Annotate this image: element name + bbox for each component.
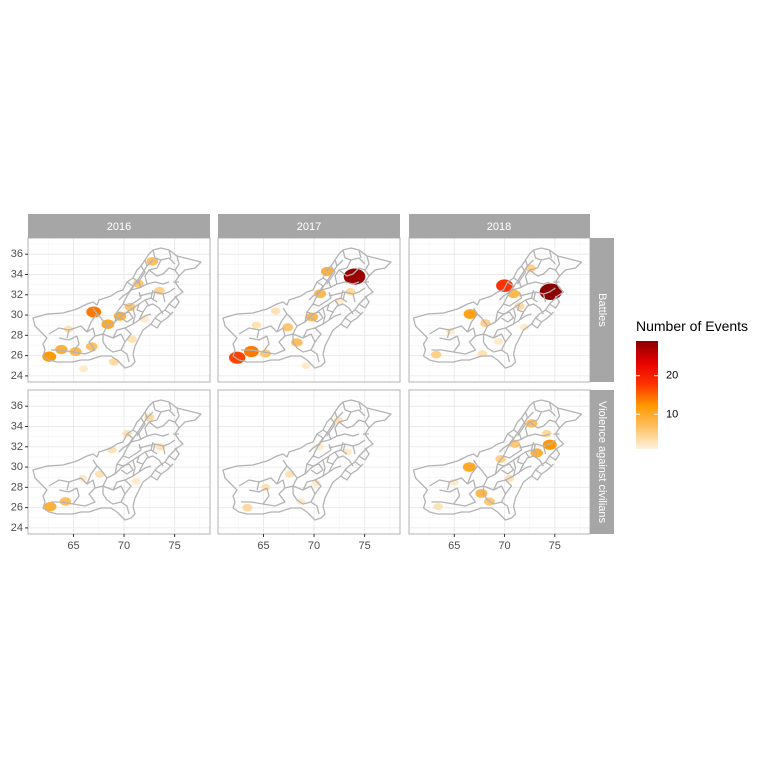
y-tick-label: 24	[11, 522, 23, 534]
district-fill	[282, 323, 294, 332]
strip-label-2016: 2016	[107, 221, 131, 233]
district-fill	[131, 477, 141, 485]
strip-violence-against-civilians	[590, 390, 614, 534]
y-tick-label: 36	[11, 400, 23, 412]
legend-tick-label: 20	[666, 370, 678, 382]
district-fill	[79, 365, 89, 373]
y-axis-bottom-row: 36 34 32 30 28 26 24	[11, 400, 28, 534]
panel-gridlines	[409, 238, 590, 382]
y-tick-label: 26	[11, 502, 23, 514]
district-fill	[243, 346, 259, 358]
district-fill	[69, 347, 82, 357]
y-tick-label: 24	[11, 370, 23, 382]
y-tick-label: 26	[11, 350, 23, 362]
district-fill	[242, 503, 253, 512]
district-fill	[296, 498, 306, 505]
district-fill	[493, 338, 504, 345]
x-tick-label: 75	[358, 540, 370, 552]
strip-2017	[218, 214, 400, 238]
legend: Number of Events 10 20	[636, 318, 748, 449]
legend-title: Number of Events	[636, 318, 748, 334]
district-fill	[270, 307, 281, 315]
district-fill	[301, 362, 311, 370]
legend-tick-label: 10	[666, 408, 678, 420]
strip-label-violence-against-civilians: Violence against civilians	[596, 401, 608, 524]
district-fill	[78, 474, 88, 482]
district-fill	[514, 302, 525, 310]
district-fill	[520, 323, 530, 331]
x-tick-label: 65	[448, 540, 460, 552]
panel-border	[27, 389, 211, 535]
district-fill	[462, 462, 476, 472]
strip-battles	[590, 238, 614, 382]
district-fill	[42, 351, 57, 362]
x-tick-label: 65	[67, 540, 79, 552]
map-panel-2	[408, 237, 591, 383]
facet-strip-columns: 2016 2017 2018	[28, 214, 590, 238]
district-fill	[132, 279, 144, 288]
x-tick-label: 65	[257, 540, 269, 552]
y-axis-top-row: 36 34 32 30 28 26 24	[11, 248, 28, 382]
x-tick-label: 70	[308, 540, 320, 552]
y-tick-label: 36	[11, 248, 23, 260]
panel-gridlines	[28, 390, 210, 534]
district-fill	[430, 350, 442, 359]
district-fill	[285, 470, 295, 478]
y-tick-label: 28	[11, 329, 23, 341]
map-panel-5	[408, 389, 591, 535]
y-tick-label: 28	[11, 481, 23, 493]
x-tick-label: 70	[498, 540, 510, 552]
y-tick-label: 32	[11, 289, 23, 301]
district-fill	[320, 266, 334, 277]
map-panel-1	[217, 237, 401, 383]
legend-ticks: 10 20	[636, 370, 678, 420]
district-fill	[251, 321, 262, 329]
y-tick-label: 32	[11, 441, 23, 453]
district-fill	[433, 503, 443, 511]
strip-label-2018: 2018	[487, 221, 511, 233]
map-panel-3	[27, 389, 211, 535]
facet-strip-rows: Battles Violence against civilians	[590, 238, 614, 534]
district-fill	[306, 312, 319, 322]
y-tick-label: 34	[11, 421, 23, 433]
district-fill	[463, 309, 478, 320]
district-fill	[311, 479, 321, 487]
district-fill	[343, 268, 366, 285]
strip-2016	[28, 214, 210, 238]
map-panel-0	[27, 237, 211, 383]
strip-2018	[409, 214, 590, 238]
strip-label-battles: Battles	[596, 293, 608, 327]
district-fill	[127, 335, 137, 343]
strip-label-2017: 2017	[297, 221, 321, 233]
x-tick-label: 75	[549, 540, 561, 552]
x-tick-label: 70	[118, 540, 130, 552]
district-fill	[229, 351, 246, 364]
x-axis: 65 70 75 65 70 75 65 70 75	[67, 534, 561, 552]
panel-gridlines	[409, 390, 590, 534]
map-panels	[27, 237, 591, 535]
map-panel-4	[217, 389, 401, 535]
district-fill	[44, 501, 57, 512]
district-fill	[95, 470, 105, 478]
x-tick-label: 75	[168, 540, 180, 552]
y-tick-label: 30	[11, 461, 23, 473]
y-tick-label: 34	[11, 269, 23, 281]
legend-colorbar	[636, 341, 658, 449]
district-fill	[525, 264, 536, 273]
district-fill	[108, 357, 119, 366]
y-tick-label: 30	[11, 309, 23, 321]
panel-border	[217, 389, 401, 535]
